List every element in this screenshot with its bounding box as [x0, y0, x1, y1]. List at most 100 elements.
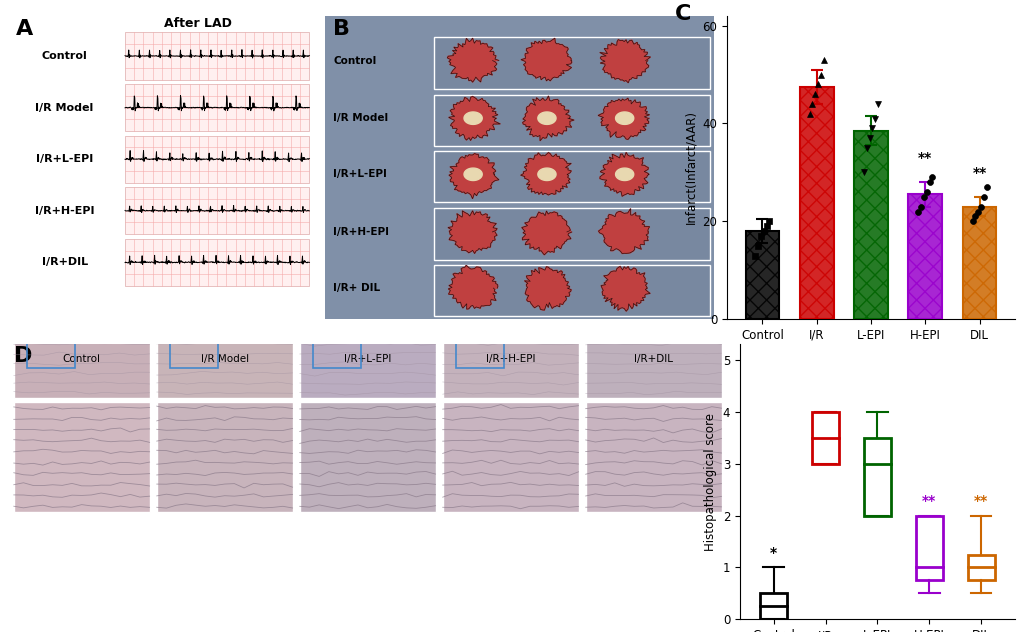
Point	[804, 99, 820, 109]
Y-axis label: Infarct(Infarct/AAR): Infarct(Infarct/AAR)	[684, 111, 696, 224]
Polygon shape	[615, 112, 633, 125]
Polygon shape	[447, 38, 498, 82]
Polygon shape	[600, 267, 649, 311]
Text: A: A	[16, 19, 34, 39]
Point	[972, 202, 988, 212]
FancyBboxPatch shape	[157, 280, 292, 398]
Text: B: B	[333, 19, 350, 39]
Polygon shape	[521, 39, 572, 81]
Point	[801, 109, 817, 119]
Bar	[962, 207, 996, 319]
Text: I/R+L-EPI: I/R+L-EPI	[36, 154, 93, 164]
Bar	[759, 593, 787, 619]
Point	[747, 250, 763, 260]
Point	[752, 231, 768, 241]
Point	[923, 172, 940, 182]
FancyBboxPatch shape	[585, 402, 720, 512]
Bar	[745, 231, 779, 319]
Text: I/R+H-EPI: I/R+H-EPI	[35, 205, 94, 216]
Bar	[967, 554, 994, 580]
Polygon shape	[448, 154, 498, 198]
Text: I/R+DIL: I/R+DIL	[634, 354, 673, 364]
Text: C: C	[675, 4, 691, 23]
FancyBboxPatch shape	[442, 280, 578, 398]
Y-axis label: Histopathological score: Histopathological score	[703, 413, 716, 551]
Point	[866, 114, 882, 124]
Point	[855, 167, 871, 178]
Text: D: D	[14, 346, 33, 366]
Point	[918, 187, 934, 197]
Point	[915, 191, 931, 202]
Text: Control: Control	[333, 56, 376, 66]
FancyBboxPatch shape	[300, 280, 435, 398]
Polygon shape	[521, 152, 571, 195]
FancyBboxPatch shape	[14, 280, 150, 398]
Point	[963, 216, 979, 226]
Point	[869, 99, 886, 109]
FancyBboxPatch shape	[434, 151, 709, 202]
FancyBboxPatch shape	[434, 37, 709, 88]
Bar	[799, 87, 833, 319]
Text: I/R+L-EPI: I/R+L-EPI	[333, 169, 387, 179]
Polygon shape	[447, 211, 496, 253]
Bar	[863, 438, 890, 516]
Point	[969, 207, 985, 217]
Polygon shape	[597, 98, 649, 140]
FancyBboxPatch shape	[585, 280, 720, 398]
Point	[760, 216, 776, 226]
Point	[858, 143, 874, 153]
FancyBboxPatch shape	[125, 187, 309, 234]
FancyBboxPatch shape	[434, 95, 709, 146]
Polygon shape	[614, 168, 633, 181]
Bar	[908, 195, 942, 319]
Point	[909, 207, 925, 217]
Bar	[908, 195, 942, 319]
Bar	[745, 231, 779, 319]
FancyBboxPatch shape	[125, 239, 309, 286]
Polygon shape	[537, 112, 555, 125]
Point	[966, 211, 982, 221]
Polygon shape	[537, 168, 555, 181]
Point	[809, 79, 825, 89]
Text: I/R+DIL: I/R+DIL	[42, 257, 88, 267]
Point	[812, 70, 828, 80]
Polygon shape	[599, 40, 650, 83]
Point	[755, 226, 771, 236]
Polygon shape	[522, 211, 572, 255]
Text: Control: Control	[62, 354, 101, 364]
FancyBboxPatch shape	[442, 402, 578, 512]
Point	[749, 241, 765, 251]
Text: I/R+H-EPI: I/R+H-EPI	[485, 354, 535, 364]
Bar	[962, 207, 996, 319]
Bar	[799, 87, 833, 319]
FancyBboxPatch shape	[300, 402, 435, 512]
Point	[758, 221, 774, 231]
Point	[815, 55, 832, 65]
Bar	[853, 131, 887, 319]
Polygon shape	[599, 152, 648, 197]
Polygon shape	[598, 209, 649, 253]
FancyBboxPatch shape	[434, 209, 709, 260]
FancyBboxPatch shape	[125, 32, 309, 80]
Text: After LAD: After LAD	[163, 17, 231, 30]
Bar	[915, 516, 942, 580]
Text: I/R Model: I/R Model	[333, 113, 388, 123]
Text: Control: Control	[42, 51, 88, 61]
Point	[977, 182, 994, 192]
Text: **: **	[973, 494, 987, 508]
Point	[863, 123, 879, 133]
Point	[920, 177, 936, 187]
FancyBboxPatch shape	[434, 265, 709, 316]
Text: *: *	[769, 545, 776, 560]
Polygon shape	[524, 267, 571, 310]
Point	[861, 133, 877, 143]
Text: I/R+ DIL: I/R+ DIL	[333, 283, 380, 293]
Text: I/R Model: I/R Model	[201, 354, 249, 364]
Polygon shape	[464, 112, 482, 125]
Bar	[853, 131, 887, 319]
Text: I/R Model: I/R Model	[36, 102, 94, 112]
Polygon shape	[464, 168, 482, 181]
FancyBboxPatch shape	[125, 84, 309, 131]
Text: **: **	[921, 494, 935, 508]
Polygon shape	[448, 265, 497, 309]
